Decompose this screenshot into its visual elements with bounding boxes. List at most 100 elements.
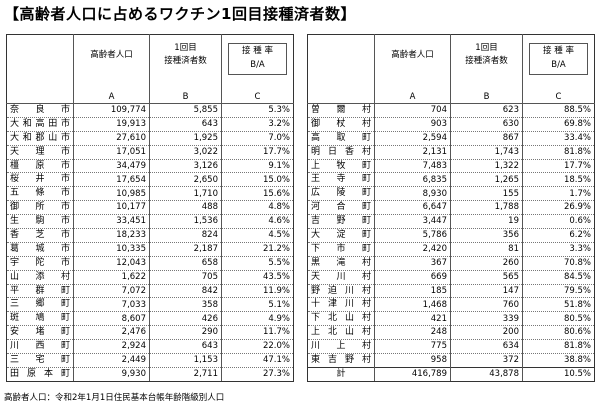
municipality-cell: 上牧町	[307, 159, 375, 174]
municipality-cell: 下北山村	[307, 311, 375, 327]
rate-header-line1: 接 種 率	[543, 46, 574, 56]
vaccinated-cell: 356	[450, 228, 523, 243]
municipality-cell: 斑鳩町	[6, 311, 74, 327]
rate-cell: 5.1%	[221, 297, 294, 313]
population-cell: 7,072	[73, 284, 150, 299]
table-row: 野迫川村 185 147 79.5%	[307, 284, 595, 299]
table-row: 香芝市 18,233 824 4.5%	[6, 228, 294, 243]
municipality-cell: 川西町	[6, 339, 74, 355]
vaccinated-cell: 3,022	[149, 145, 222, 160]
municipality-cell: 生駒市	[6, 214, 74, 230]
municipality-cell: 下市町	[307, 242, 375, 257]
table-row: 安堵町 2,476 290 11.7%	[6, 325, 294, 341]
table-row: 計 416,789 43,878 10.5%	[307, 366, 595, 382]
population-cell: 9,930	[73, 367, 150, 382]
vaccination-table-right: 高齢者人口 A 1回目 接種済者数 B 接 種 率 B/A	[307, 34, 595, 382]
population-cell: 6,835	[374, 172, 451, 188]
vaccinated-header: 1回目 接種済者数 B	[450, 34, 523, 104]
population-cell: 248	[374, 325, 451, 341]
municipality-cell: 大和高田市	[6, 117, 74, 132]
population-cell: 8,930	[374, 186, 451, 202]
table-row: 田原本町 9,930 2,711 27.3%	[6, 367, 294, 382]
vaccinated-cell: 426	[149, 311, 222, 327]
municipality-cell: 天理市	[6, 145, 74, 160]
rate-cell: 84.5%	[522, 270, 595, 285]
rate-cell: 4.6%	[221, 214, 294, 230]
population-cell: 2,449	[73, 353, 150, 368]
municipality-cell: 河合町	[307, 200, 375, 216]
vaccinated-cell: 824	[149, 228, 222, 243]
population-cell: 10,985	[73, 186, 150, 202]
rate-header-line2: B/A	[250, 60, 265, 70]
rate-cell: 17.7%	[522, 159, 595, 174]
table-row: 三郷町 7,033 358 5.1%	[6, 297, 294, 313]
table-body-left: 奈良市 109,774 5,855 5.3% 大和高田市 19,913 643 3.2% 大和郡…	[6, 103, 294, 382]
municipality-cell: 御杖村	[307, 117, 375, 132]
table-row: 橿原市 34,479 3,126 9.1%	[6, 159, 294, 174]
rate-cell: 9.1%	[221, 159, 294, 174]
rate-header-line2: B/A	[551, 60, 566, 70]
rate-cell: 69.8%	[522, 117, 595, 132]
rate-cell: 38.8%	[522, 353, 595, 368]
population-cell: 367	[374, 256, 451, 271]
table-row: 斑鳩町 8,607 426 4.9%	[6, 311, 294, 327]
rate-cell: 81.8%	[522, 339, 595, 355]
population-cell: 18,233	[73, 228, 150, 243]
rate-cell: 80.6%	[522, 325, 595, 341]
population-cell: 6,647	[374, 200, 451, 216]
rate-cell: 15.0%	[221, 172, 294, 188]
table-row: 山添村 1,622 705 43.5%	[6, 270, 294, 285]
vaccinated-header-letter: B	[182, 91, 189, 102]
population-cell: 109,774	[73, 103, 150, 118]
rate-cell: 15.6%	[221, 186, 294, 202]
table-row: 天理市 17,051 3,022 17.7%	[6, 145, 294, 160]
rate-cell: 17.7%	[221, 145, 294, 160]
rate-header-line1: 接 種 率	[242, 46, 273, 56]
population-cell: 17,051	[73, 145, 150, 160]
table-row: 下市町 2,420 81 3.3%	[307, 242, 595, 257]
municipality-cell: 奈良市	[6, 103, 74, 118]
table-row: 吉野町 3,447 19 0.6%	[307, 214, 595, 230]
vaccinated-header-line1: 1回目	[174, 43, 197, 53]
municipality-cell: 御所市	[6, 200, 74, 216]
vaccinated-cell: 488	[149, 200, 222, 216]
vaccinated-cell: 372	[450, 353, 523, 368]
vaccinated-cell: 200	[450, 325, 523, 341]
vaccinated-cell: 3,126	[149, 159, 222, 174]
rate-cell: 22.0%	[221, 339, 294, 355]
table-row: 十津川村 1,468 760 51.8%	[307, 297, 595, 313]
vaccinated-cell: 5,855	[149, 103, 222, 118]
rate-cell: 5.5%	[221, 256, 294, 271]
municipality-cell: 野迫川村	[307, 284, 375, 299]
table-row: 河合町 6,647 1,788 26.9%	[307, 200, 595, 216]
rate-cell: 79.5%	[522, 284, 595, 299]
vaccinated-cell: 643	[149, 339, 222, 355]
population-cell: 2,594	[374, 131, 451, 146]
municipality-cell: 山添村	[6, 270, 74, 285]
rate-cell: 3.2%	[221, 117, 294, 132]
municipality-header	[307, 34, 375, 104]
rate-cell: 26.9%	[522, 200, 595, 216]
population-cell: 12,043	[73, 256, 150, 271]
vaccinated-cell: 358	[149, 297, 222, 313]
table-row: 御所市 10,177 488 4.8%	[6, 200, 294, 216]
population-cell: 5,786	[374, 228, 451, 243]
municipality-cell: 東吉野村	[307, 353, 375, 368]
population-cell: 17,654	[73, 172, 150, 188]
table-row: 大淀町 5,786 356 6.2%	[307, 228, 595, 243]
population-cell: 669	[374, 270, 451, 285]
rate-cell: 51.8%	[522, 297, 595, 313]
vaccinated-cell: 155	[450, 186, 523, 202]
footnote: 高齢者人口：令和2年1月1日住民基本台帳年齢階級別人口	[4, 393, 225, 403]
table-header-row: 高齢者人口 A 1回目 接種済者数 B 接 種 率 B/A	[307, 34, 595, 104]
table-row: 王寺町 6,835 1,265 18.5%	[307, 172, 595, 188]
municipality-cell: 計	[307, 366, 375, 382]
table-row: 下北山村 421 339 80.5%	[307, 311, 595, 327]
table-row: 黒滝村 367 260 70.8%	[307, 256, 595, 271]
population-cell: 2,131	[374, 145, 451, 160]
rate-cell: 11.7%	[221, 325, 294, 341]
population-cell: 34,479	[73, 159, 150, 174]
municipality-cell: 天川村	[307, 270, 375, 285]
population-cell: 8,607	[73, 311, 150, 327]
vaccinated-cell: 147	[450, 284, 523, 299]
